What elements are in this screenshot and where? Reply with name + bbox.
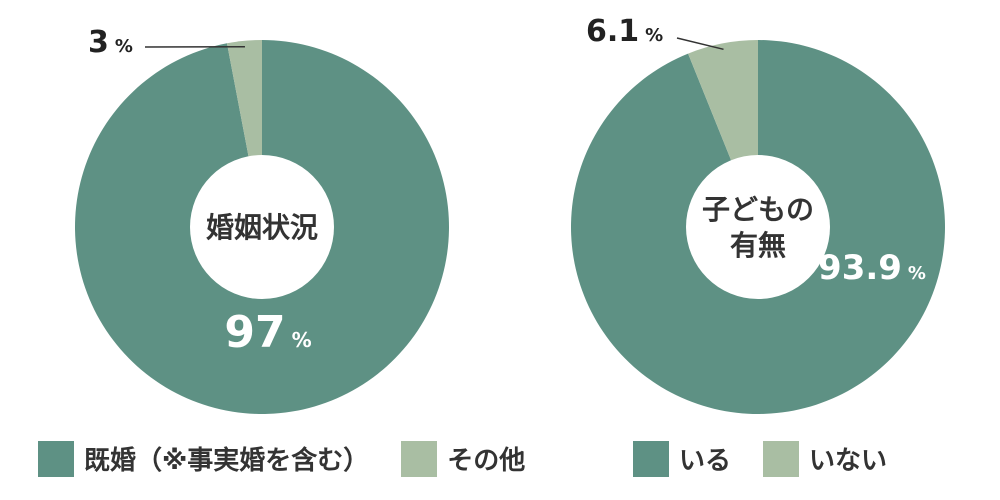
value-label-marital-major: 97% <box>224 307 311 358</box>
legend-entry-married: 既婚（※事実婚を含む） <box>38 440 369 477</box>
value-label-marital-minor: 3% <box>88 25 133 60</box>
legend-label-yes: いる <box>679 446 732 476</box>
legend-label-no: いない <box>809 446 888 476</box>
legend-label-other: その他 <box>447 446 526 476</box>
legend-marital: 既婚（※事実婚を含む） その他 <box>38 440 525 477</box>
value-label-children-major: 93.9% <box>818 248 926 288</box>
legend-swatch-other <box>401 440 438 477</box>
legend-swatch-yes <box>633 440 669 477</box>
legend-swatch-married <box>38 440 74 477</box>
value-label-children-minor: 6.1% <box>586 14 663 49</box>
legend-entry-other: その他 <box>401 440 525 477</box>
legend-entry-yes: いる <box>633 440 731 477</box>
center-label-marital-0: 婚姻状況 <box>206 211 318 244</box>
legend-label-married: 既婚（※事実婚を含む） <box>84 446 370 476</box>
center-label-children-0: 子どもの <box>702 193 814 226</box>
donut-hole-children <box>686 155 830 299</box>
center-label-children-1: 有無 <box>730 229 786 262</box>
leader-line-children <box>676 37 724 51</box>
legend-swatch-no <box>763 440 800 477</box>
donut-marital: 婚姻状況 97 % 3% <box>74 25 449 414</box>
legend-children: いる いない <box>633 440 887 477</box>
donut-hole-marital <box>190 155 334 299</box>
legend-entry-no: いない <box>763 440 887 477</box>
